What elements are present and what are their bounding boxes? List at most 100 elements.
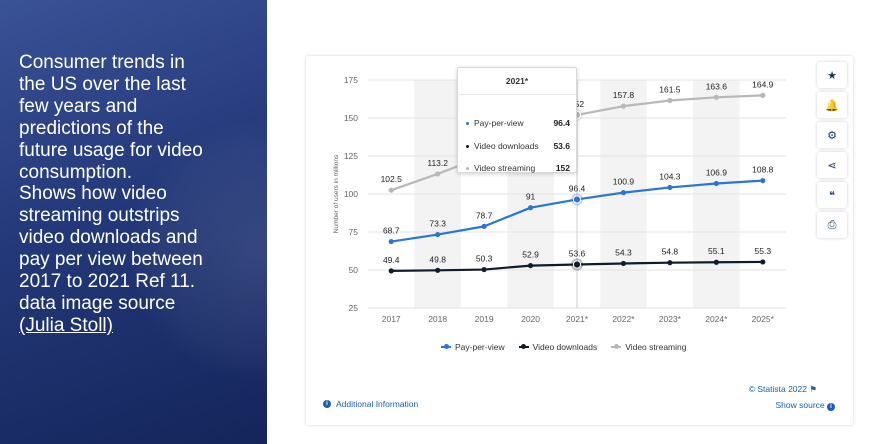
slide-line: Shows how video [19, 183, 167, 205]
x-tick-label: 2024* [705, 314, 728, 324]
data-label: 157.8 [613, 90, 635, 100]
legend-item-pay-per-view[interactable]: Pay-per-view [441, 342, 505, 352]
bell-icon[interactable]: 🔔 [817, 92, 847, 118]
legend-item-video-downloads[interactable]: Video downloads [518, 342, 598, 352]
tooltip-row-video-downloads: Video downloads 53.6 [466, 141, 570, 151]
data-point [481, 223, 487, 229]
data-label: 73.3 [429, 219, 446, 229]
data-label: 102.5 [381, 174, 403, 184]
additional-information-link[interactable]: i Additional Information [323, 399, 418, 409]
highlight-point [572, 260, 582, 269]
data-point [713, 180, 719, 187]
slide-line: streaming outstrips [19, 205, 180, 227]
data-point [667, 260, 673, 266]
slide-line: data image source [19, 292, 176, 314]
tooltip-series-name: Pay-per-view [474, 118, 524, 128]
data-point [620, 260, 627, 267]
series-dot-icon [466, 121, 469, 125]
tooltip-row-video-streaming: Video streaming 152 [466, 163, 570, 173]
slide-line: video downloads and [19, 227, 198, 249]
x-tick-label: 2025* [752, 314, 775, 324]
slide-line: 2017 to 2021 Ref 11. [19, 271, 196, 293]
y-tick-label: 125 [344, 151, 358, 161]
data-label: 55.1 [708, 246, 725, 256]
data-label: 106.9 [706, 168, 728, 178]
x-tick-label: 2022* [612, 314, 635, 324]
legend-label: Pay-per-view [455, 342, 505, 352]
data-label: 91 [526, 192, 536, 202]
tooltip-series-value: 96.4 [553, 118, 570, 128]
legend-label: Video downloads [532, 342, 598, 352]
data-point [388, 238, 394, 245]
star-icon[interactable]: ★ [817, 62, 847, 88]
data-label: 54.8 [662, 247, 679, 257]
slide-line: consumption. [19, 161, 133, 183]
x-tick-label: 2023* [659, 314, 682, 324]
legend-line-icon [611, 344, 622, 349]
line-chart: 25 50 75 100 125 150 175 2017 2018 2019 2020 2021* 2… [333, 75, 786, 324]
tooltip-series-name: Video streaming [474, 163, 536, 173]
data-point [620, 190, 627, 196]
source-link[interactable]: (Julia Stoll) [19, 314, 113, 336]
additional-information-text: Additional Information [336, 399, 419, 409]
data-label: 52.9 [522, 250, 539, 260]
print-icon[interactable]: ⎙ [817, 212, 847, 238]
data-point [388, 187, 394, 193]
data-point [760, 92, 766, 98]
data-label: 104.3 [659, 171, 681, 181]
data-point [481, 266, 487, 273]
share-icon[interactable]: ⋖ [817, 152, 847, 178]
slide-line: predictions of the [19, 117, 164, 139]
y-tick-label: 175 [344, 75, 358, 85]
slide-description: Consumer trends in the US over the last … [19, 52, 259, 337]
data-point [713, 94, 719, 100]
legend-line-icon [518, 344, 529, 349]
quote-icon[interactable]: ❝ [817, 182, 847, 208]
data-point [527, 262, 534, 269]
y-tick-label: 150 [344, 113, 358, 123]
tooltip-series-value: 53.6 [553, 141, 570, 151]
data-point [527, 205, 534, 211]
highlight-point [572, 195, 582, 204]
tooltip-series-name: Video downloads [474, 141, 539, 151]
x-tick-label: 2021* [566, 314, 589, 324]
x-tick-label: 2018 [428, 314, 447, 324]
slide-line: Consumer trends in [19, 52, 185, 73]
data-label: 54.3 [615, 247, 632, 257]
info-icon: i [323, 400, 331, 408]
tooltip-series-value: 152 [555, 163, 570, 173]
data-label: 161.5 [659, 85, 681, 95]
data-point [388, 268, 394, 274]
copyright-text: © Statista 2022 [748, 384, 807, 394]
data-label: 55.3 [755, 246, 772, 256]
data-point [760, 259, 766, 265]
data-label: 163.6 [706, 81, 728, 91]
chart-tooltip: 2021* Pay-per-view 96.4 Video downloads … [457, 67, 577, 173]
y-tick-label: 100 [344, 189, 358, 199]
data-point [713, 259, 719, 265]
y-tick-label: 25 [349, 303, 359, 313]
y-tick-label: 50 [349, 265, 359, 275]
data-point [760, 178, 766, 184]
y-tick-label: 75 [349, 227, 359, 237]
data-label: 113.2 [427, 158, 448, 168]
series-dot-icon [466, 166, 469, 170]
data-point [435, 171, 441, 177]
data-label: 164.9 [752, 79, 774, 89]
copyright-link[interactable]: © Statista 2022 ⚑ [749, 384, 817, 395]
tooltip-row-pay-per-view: Pay-per-view 96.4 [466, 118, 570, 128]
data-label: 108.8 [752, 165, 774, 175]
legend-item-video-streaming[interactable]: Video streaming [611, 342, 686, 352]
x-tick-label: 2020 [521, 314, 540, 324]
gear-icon[interactable]: ⚙ [817, 122, 847, 148]
flag-icon: ⚑ [809, 384, 817, 394]
data-point [435, 267, 441, 273]
chart-legend: Pay-per-view Video downloads Video strea… [441, 342, 686, 352]
data-point [620, 103, 627, 109]
slide-line: pay per view between [19, 249, 203, 271]
show-source-link[interactable]: Show source i [775, 400, 835, 411]
data-label: 100.9 [613, 177, 635, 187]
data-point [667, 97, 673, 104]
chart-card: 25 50 75 100 125 150 175 2017 2018 2019 2020 2021* 2… [306, 56, 853, 425]
show-source-text: Show source [775, 400, 825, 410]
